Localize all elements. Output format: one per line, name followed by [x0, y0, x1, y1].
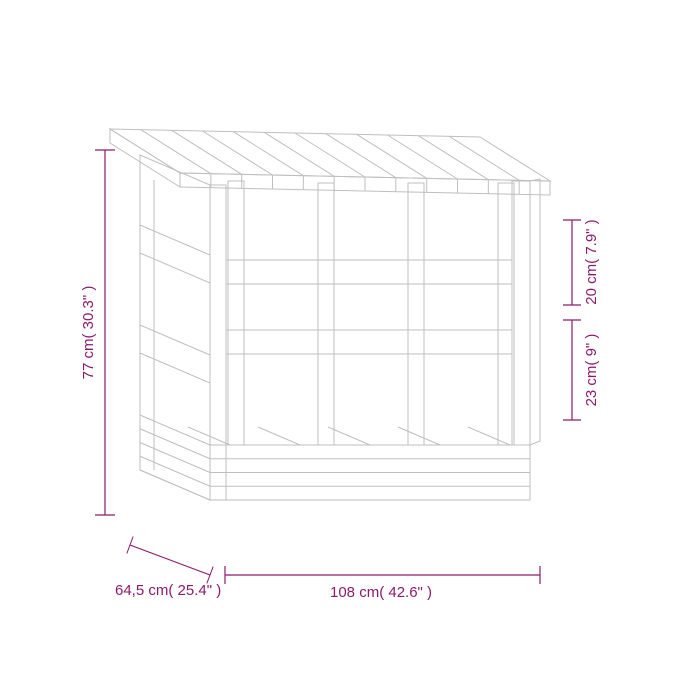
dimensions: 77 cm( 30.3" ) 64,5 cm( 25.4" ) 108 cm( 42… [80, 150, 600, 601]
dim-depth: 64,5 cm( 25.4" ) [115, 582, 221, 599]
dim-width: 108 cm( 42.6" ) [330, 584, 432, 601]
product-drawing [110, 129, 550, 500]
dim-height: 77 cm( 30.3" ) [80, 286, 97, 380]
dim-slot-top: 20 cm( 7.9" ) [583, 219, 600, 304]
dim-slot-bottom: 23 cm( 9" ) [583, 334, 600, 407]
